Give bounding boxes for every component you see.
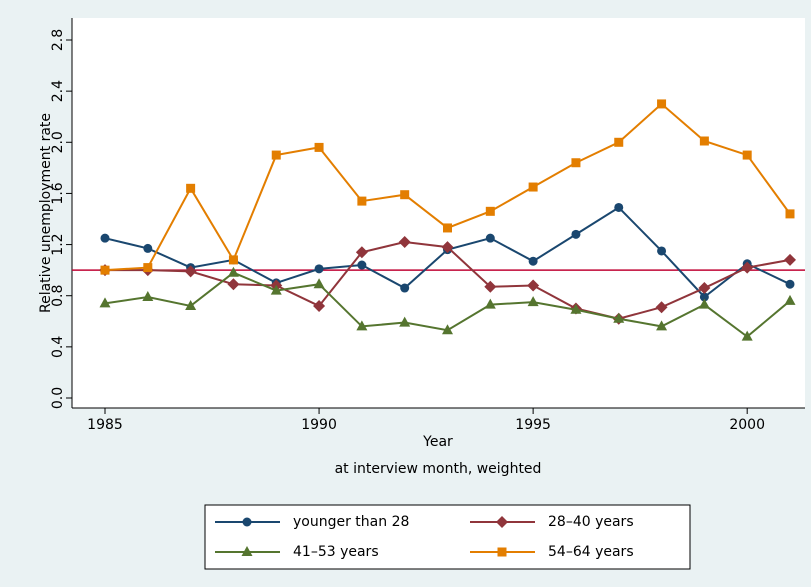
marker — [443, 223, 452, 233]
legend-label: 28–40 years — [548, 514, 634, 530]
marker — [186, 183, 196, 193]
marker — [570, 303, 582, 314]
marker — [400, 190, 410, 200]
marker — [143, 243, 153, 253]
marker — [485, 206, 495, 216]
marker — [400, 283, 410, 293]
marker — [313, 299, 326, 312]
marker — [784, 253, 796, 266]
marker — [496, 516, 508, 528]
marker — [657, 246, 667, 256]
legend-label: 41–53 years — [293, 544, 379, 560]
marker — [741, 261, 754, 274]
marker — [484, 280, 497, 293]
marker — [698, 298, 710, 309]
marker — [355, 246, 368, 259]
marker — [613, 312, 625, 323]
marker — [270, 284, 282, 295]
y-tick-label: 0.8 — [50, 285, 66, 307]
y-axis-title: Relative unemployment rate — [38, 113, 54, 313]
marker — [100, 265, 110, 275]
marker — [741, 330, 753, 341]
x-axis-title: Year — [422, 434, 453, 450]
plot-area — [72, 18, 805, 408]
marker — [227, 266, 239, 277]
y-tick-label: 1.6 — [50, 182, 66, 204]
marker — [528, 256, 538, 266]
marker — [497, 547, 507, 557]
marker — [228, 255, 238, 265]
marker — [742, 150, 752, 160]
marker — [442, 324, 453, 335]
marker — [441, 241, 454, 254]
marker — [571, 229, 581, 239]
marker — [185, 299, 197, 310]
x-axis-subtitle: at interview month, weighted — [335, 461, 542, 477]
marker — [699, 136, 709, 146]
marker — [399, 316, 411, 327]
marker — [485, 233, 495, 243]
marker — [527, 279, 540, 292]
marker — [785, 209, 795, 219]
marker — [699, 292, 709, 302]
marker — [143, 263, 153, 273]
y-tick-label: 0.4 — [50, 336, 66, 358]
marker — [314, 142, 324, 152]
legend-label: younger than 28 — [293, 514, 409, 530]
marker — [357, 196, 367, 206]
x-tick-label: 1995 — [515, 417, 551, 433]
marker — [241, 546, 253, 556]
marker — [184, 265, 197, 278]
y-tick-label: 2.8 — [50, 29, 66, 51]
marker — [656, 320, 668, 331]
legend — [204, 504, 691, 570]
marker — [242, 517, 252, 527]
y-tick-label: 1.2 — [50, 233, 66, 255]
marker — [698, 282, 711, 295]
marker — [99, 297, 111, 308]
y-tick-label: 2.0 — [50, 131, 66, 153]
x-tick-label: 1985 — [87, 417, 123, 433]
marker — [398, 236, 411, 249]
marker — [657, 99, 667, 109]
x-tick-label: 2000 — [729, 417, 765, 433]
legend-label: 54–64 years — [548, 544, 634, 560]
marker — [614, 202, 624, 212]
marker — [356, 320, 368, 331]
marker — [357, 260, 367, 270]
marker — [271, 150, 281, 160]
marker — [313, 278, 325, 289]
marker — [227, 278, 240, 291]
marker — [314, 264, 324, 274]
marker — [655, 301, 668, 314]
marker — [614, 137, 624, 147]
marker — [142, 290, 154, 301]
marker — [100, 233, 110, 243]
y-tick-label: 2.4 — [50, 80, 66, 102]
marker — [571, 158, 581, 168]
marker — [784, 294, 796, 305]
marker — [528, 182, 538, 192]
x-tick-label: 1990 — [301, 417, 337, 433]
marker — [527, 296, 539, 307]
marker — [484, 298, 496, 309]
y-tick-label: 0.0 — [50, 387, 66, 409]
marker — [785, 279, 795, 289]
